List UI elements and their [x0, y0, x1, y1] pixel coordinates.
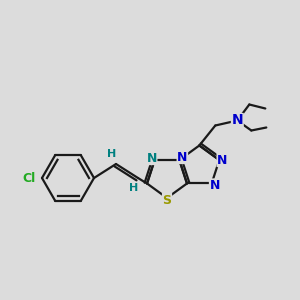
- Text: H: H: [129, 183, 139, 193]
- Text: N: N: [217, 154, 227, 166]
- Text: N: N: [209, 179, 220, 192]
- Text: N: N: [177, 151, 188, 164]
- Text: H: H: [107, 149, 117, 159]
- Text: S: S: [163, 194, 172, 206]
- Text: N: N: [146, 152, 157, 164]
- Text: N: N: [232, 113, 243, 128]
- Text: Cl: Cl: [23, 172, 36, 184]
